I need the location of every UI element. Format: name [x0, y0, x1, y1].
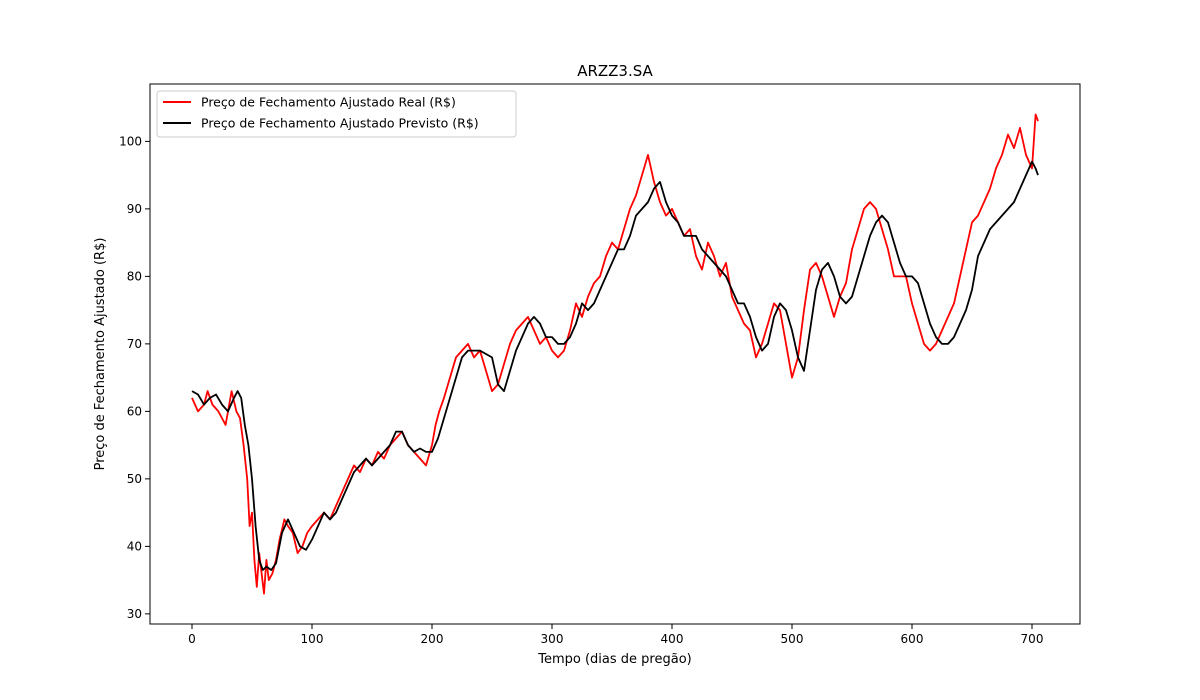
y-tick-label: 70	[127, 337, 142, 351]
legend-label-real: Preço de Fechamento Ajustado Real (R$)	[201, 95, 456, 110]
x-tick-label: 700	[1021, 632, 1044, 646]
y-tick-label: 90	[127, 202, 142, 216]
x-tick-label: 400	[661, 632, 684, 646]
plot-area	[150, 84, 1080, 624]
x-axis: 0 100 200 300 400 500 600 700	[188, 624, 1043, 646]
legend-label-predicted: Preço de Fechamento Ajustado Previsto (R…	[201, 116, 479, 131]
x-tick-label: 100	[301, 632, 324, 646]
legend-box	[156, 90, 517, 138]
x-tick-label: 0	[188, 632, 196, 646]
plot-frame	[149, 83, 1081, 625]
y-tick-label: 50	[127, 472, 142, 486]
y-tick-label: 40	[127, 539, 142, 553]
x-tick-label: 500	[781, 632, 804, 646]
x-tick-label: 600	[901, 632, 924, 646]
chart-title: ARZZ3.SA	[577, 62, 653, 80]
series-lines	[191, 113, 1039, 595]
x-tick-label: 300	[541, 632, 564, 646]
y-tick-label: 80	[127, 269, 142, 283]
y-tick-label: 60	[127, 404, 142, 418]
y-axis-label: Preço de Fechamento Ajustado (R$)	[93, 238, 108, 471]
x-tick-label: 200	[421, 632, 444, 646]
legend: Preço de Fechamento Ajustado Real (R$) P…	[156, 90, 517, 138]
y-tick-label: 100	[119, 134, 142, 148]
x-axis-label: Tempo (dias de pregão)	[537, 652, 691, 667]
y-tick-label: 30	[127, 607, 142, 621]
y-axis: 30 40 50 60 70 80 90 100	[119, 134, 150, 621]
series-line-1	[191, 160, 1039, 571]
